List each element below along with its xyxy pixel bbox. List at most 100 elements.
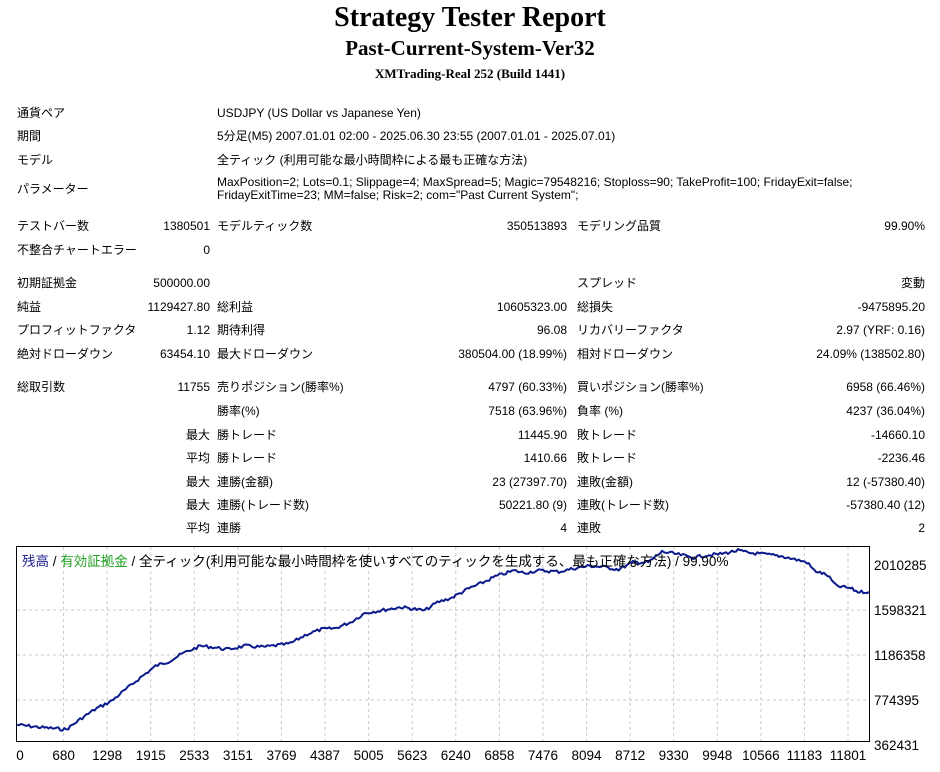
factor-row: プロフィットファクタ 1.12 期待利得 96.08 リカバリーファクタ 2.9… [0,320,940,340]
parameters-value: MaxPosition=2; Lots=0.1; Slippage=4; Max… [217,175,853,202]
x-tick-label: 11183 [787,748,823,763]
chart-legend: 残高 / 有効証拠金 / 全ティック(利用可能な最小時間枠を使いすべてのティック… [22,550,728,570]
deposit-value: 500000.00 [153,276,210,290]
y-tick-label: 1598321 [874,603,927,618]
x-tick-label: 11801 [830,748,867,763]
spread-value: 変動 [900,276,925,290]
win-rate-row: 勝率(%) 7518 (63.96%) 負率 (%) 4237 (36.04%) [0,401,940,421]
symbol-value: USDJPY (US Dollar vs Japanese Yen) [217,106,421,120]
y-tick-label: 774395 [874,693,919,708]
net-profit-value: 1129427.80 [147,300,210,314]
x-tick-label: 8712 [615,748,645,763]
average-trade-row: 平均 勝トレード 1410.66 敗トレード -2236.46 [0,448,940,468]
total-trades-value: 11755 [177,380,210,394]
mismatch-value: 0 [203,243,210,257]
average-win-label: 勝トレード [217,451,278,465]
consec-count-loss-value: -57380.40 (12) [846,498,925,512]
report-title: Strategy Tester Report [334,2,606,33]
bars-row: テストバー数 1380501 モデルティック数 350513893 モデリング品… [0,216,940,236]
largest-trade-row: 最大 勝トレード 11445.90 敗トレード -14660.10 [0,425,940,445]
avg-consec-row: 平均 連勝 4 連敗 2 [0,518,940,538]
short-value: 4797 (60.33%) [488,380,567,394]
legend-separator: / [49,554,61,569]
y-tick-label: 2010285 [874,558,927,573]
symbol-row: 通貨ペア USDJPY (US Dollar vs Japanese Yen) [0,103,940,123]
legend-balance: 残高 [22,554,49,569]
average-win-value: 1410.66 [523,451,567,465]
loss-rate-value: 4237 (36.04%) [846,404,925,418]
consec-count-prefix: 最大 [185,498,210,512]
loss-rate-label: 負率 (%) [577,404,623,418]
x-tick-label: 6240 [441,748,471,763]
x-tick-label: 5623 [397,748,427,763]
quality-label: モデリング品質 [577,219,662,233]
consec-money-win-label: 連勝(金額) [217,475,273,489]
avg-consec-loss-label: 連敗 [577,521,602,535]
x-tick-label: 2533 [179,748,209,763]
x-tick-label: 10566 [742,748,780,763]
consec-money-win-value: 23 (27397.70) [492,475,567,489]
average-prefix: 平均 [185,451,210,465]
consec-money-prefix: 最大 [185,475,210,489]
short-label: 売りポジション(勝率%) [217,380,344,394]
gross-loss-value: -9475895.20 [857,300,925,314]
avg-consec-loss-value: 2 [918,521,925,535]
profit-factor-label: プロフィットファクタ [17,323,137,337]
expert-name: Past-Current-System-Ver32 [345,36,595,60]
consec-money-loss-value: 12 (-57380.40) [846,475,925,489]
largest-prefix: 最大 [185,428,210,442]
net-profit-label: 純益 [17,300,42,314]
parameters-label: パラメーター [17,182,89,196]
consec-count-win-value: 50221.80 (9) [498,498,567,512]
average-loss-label: 敗トレード [577,451,638,465]
profit-row: 純益 1129427.80 総利益 10605323.00 総損失 -94758… [0,297,940,317]
consec-count-win-label: 連勝(トレード数) [217,498,309,512]
gross-loss-label: 総損失 [577,300,614,314]
server-info: XMTrading-Real 252 (Build 1441) [374,66,566,81]
consec-count-row: 最大 連勝(トレード数) 50221.80 (9) 連敗(トレード数) -573… [0,495,940,515]
avg-consec-prefix: 平均 [185,521,210,535]
ticks-label: モデルティック数 [217,219,313,233]
balance-chart-frame [16,546,870,742]
symbol-label: 通貨ペア [17,106,66,120]
spread-label: スプレッド [577,276,638,290]
consec-money-row: 最大 連勝(金額) 23 (27397.70) 連敗(金額) 12 (-5738… [0,472,940,492]
x-tick-label: 0 [16,748,24,763]
total-trades-row: 総取引数 11755 売りポジション(勝率%) 4797 (60.33%) 買い… [0,377,940,397]
recovery-factor-value: 2.97 (YRF: 0.16) [836,323,925,337]
rel-drawdown-value: 24.09% (138502.80) [816,347,925,361]
abs-drawdown-label: 絶対ドローダウン [17,347,114,361]
abs-drawdown-value: 63454.10 [159,347,210,361]
average-loss-value: -2236.46 [877,451,925,465]
y-tick-label: 362431 [874,738,919,753]
max-drawdown-value: 380504.00 (18.99%) [458,347,567,361]
win-rate-value: 7518 (63.96%) [488,404,567,418]
period-row: 期間 5分足(M5) 2007.01.01 02:00 - 2025.06.30… [0,126,940,146]
consec-money-loss-label: 連敗(金額) [577,475,633,489]
balance-series-line [16,548,870,732]
model-value: 全ティック (利用可能な最小時間枠による最も正確な方法) [217,153,528,167]
gross-profit-value: 10605323.00 [496,300,567,314]
period-value: 5分足(M5) 2007.01.01 02:00 - 2025.06.30 23… [217,129,616,143]
win-rate-label: 勝率(%) [217,404,260,418]
deposit-label: 初期証拠金 [17,276,78,290]
x-tick-label: 9330 [659,748,689,763]
recovery-factor-label: リカバリーファクタ [577,323,684,337]
x-tick-label: 3769 [266,748,296,763]
x-tick-label: 1298 [92,748,122,763]
expected-payoff-value: 96.08 [536,323,567,337]
legend-equity: 有効証拠金 [60,554,128,569]
x-tick-label: 7476 [528,748,558,763]
ticks-value: 350513893 [506,219,567,233]
avg-consec-win-label: 連勝 [217,521,242,535]
bars-label: テストバー数 [17,219,90,233]
largest-loss-value: -14660.10 [870,428,925,442]
bars-value: 1380501 [163,219,210,233]
deposit-row: 初期証拠金 500000.00 スプレッド 変動 [0,273,940,293]
x-tick-label: 9948 [702,748,732,763]
largest-loss-label: 敗トレード [577,428,638,442]
total-trades-label: 総取引数 [17,380,66,394]
consec-count-loss-label: 連敗(トレード数) [577,498,669,512]
profit-factor-value: 1.12 [186,323,210,337]
